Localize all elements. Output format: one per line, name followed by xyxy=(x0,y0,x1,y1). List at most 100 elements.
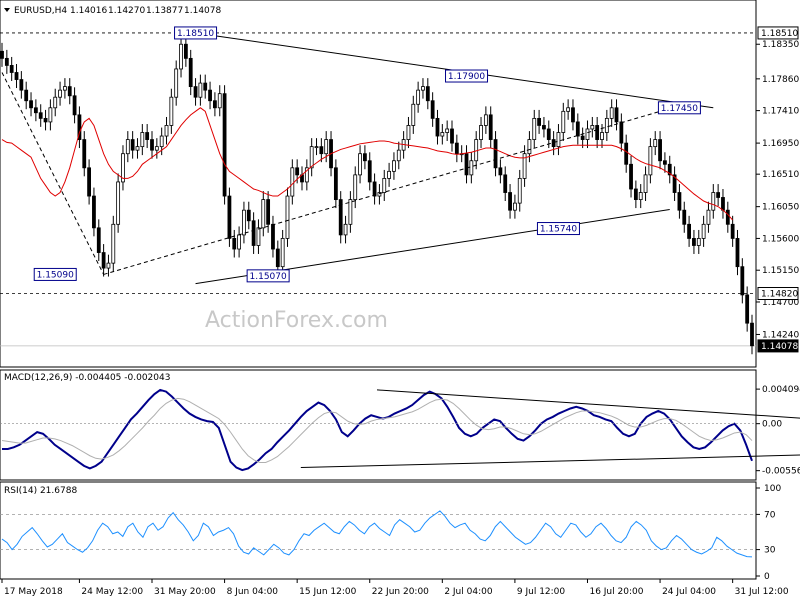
candle-body xyxy=(504,175,507,193)
candle-body xyxy=(547,129,550,140)
candle-body xyxy=(659,140,662,161)
candle-body xyxy=(431,101,434,119)
annotation-label: 1.17900 xyxy=(448,72,485,82)
price-tick-label: 1.17860 xyxy=(762,75,799,85)
annotation-label: 1.15090 xyxy=(37,270,74,280)
candle-body xyxy=(59,90,62,97)
macd-title: MACD(12,26,9) -0.004405 -0.002043 xyxy=(4,373,170,383)
candle-body xyxy=(238,235,241,249)
macd-tick-label: 0.00 xyxy=(762,420,782,430)
candle-body xyxy=(707,210,710,224)
candle-body xyxy=(697,238,700,245)
candle-body xyxy=(151,140,154,151)
rsi-tick-label: 100 xyxy=(764,484,781,494)
candle-body xyxy=(117,182,120,224)
rsi-tick-label: 70 xyxy=(764,510,776,520)
candle-body xyxy=(678,193,681,211)
candle-body xyxy=(228,196,231,238)
candle-body xyxy=(1,51,4,58)
price-tick-label: 1.16950 xyxy=(762,139,799,149)
annotation-label: 1.18510 xyxy=(177,29,214,39)
candle-body xyxy=(54,97,57,108)
candle-body xyxy=(44,118,47,122)
candle-body xyxy=(209,90,212,101)
candle-body xyxy=(131,140,134,151)
candle-body xyxy=(359,154,362,175)
candle-body xyxy=(509,193,512,211)
candle-body xyxy=(252,221,255,246)
rsi-title: RSI(14) 21.6788 xyxy=(4,486,77,496)
macd-tick-label: 0.004094 xyxy=(762,385,800,395)
price-tick-label: 1.18350 xyxy=(762,40,799,50)
candle-body xyxy=(141,133,144,147)
price-highlight-label: 1.18510 xyxy=(761,29,798,39)
candle-body xyxy=(68,87,71,96)
rsi-panel-frame xyxy=(0,482,756,579)
candle-body xyxy=(480,125,483,139)
watermark: ActionForex.com xyxy=(205,308,388,333)
candle-body xyxy=(286,196,289,238)
candle-body xyxy=(388,171,391,178)
candle-body xyxy=(213,101,216,108)
candle-body xyxy=(233,238,236,249)
candle-body xyxy=(513,203,516,210)
candle-body xyxy=(271,224,274,249)
candle-body xyxy=(630,164,633,189)
candle-body xyxy=(499,168,502,175)
candle-body xyxy=(180,44,183,69)
candle-body xyxy=(591,125,594,129)
candle-body xyxy=(494,140,497,168)
candle-body xyxy=(451,129,454,143)
candle-body xyxy=(601,133,604,140)
x-tick-label: 31 May 20:00 xyxy=(154,587,216,597)
candle-body xyxy=(315,147,318,148)
annotation-label: 1.17450 xyxy=(661,104,698,114)
x-tick-label: 9 Jul 12:00 xyxy=(517,587,566,597)
x-tick-label: 2 Jul 04:00 xyxy=(444,587,493,597)
candle-body xyxy=(596,125,599,139)
candle-body xyxy=(383,178,386,192)
candle-body xyxy=(620,122,623,143)
candle-body xyxy=(654,140,657,147)
candle-body xyxy=(363,154,366,161)
candle-body xyxy=(354,175,357,200)
candle-body xyxy=(542,125,545,129)
candle-body xyxy=(39,113,42,119)
candle-body xyxy=(97,228,100,253)
x-axis: 17 May 2018 24 May 12:00 31 May 20:00 8 Jun… xyxy=(2,579,800,597)
candle-body xyxy=(320,147,323,154)
candle-body xyxy=(726,210,729,224)
candle-body xyxy=(199,83,202,97)
candle-body xyxy=(567,108,570,112)
candle-body xyxy=(373,182,376,196)
annotation-label: 1.15070 xyxy=(250,272,287,282)
candle-body xyxy=(639,193,642,200)
candle-body xyxy=(281,238,284,266)
candle-body xyxy=(644,175,647,193)
rsi-tick-label: 0 xyxy=(764,572,770,582)
candle-body xyxy=(683,210,686,224)
candle-body xyxy=(436,118,439,136)
candle-body xyxy=(397,150,400,161)
candle-body xyxy=(184,44,187,58)
candle-body xyxy=(170,97,173,125)
candle-body xyxy=(581,136,584,140)
candle-body xyxy=(25,90,28,101)
candle-body xyxy=(552,140,555,147)
x-tick-label: 24 May 12:00 xyxy=(81,587,143,597)
candle-body xyxy=(344,224,347,235)
x-tick-label: 8 Jun 04:00 xyxy=(227,587,279,597)
symbol-title: EURUSD,H4 xyxy=(14,6,67,16)
candle-body xyxy=(751,323,754,346)
price-highlight-label: 1.14078 xyxy=(761,342,798,352)
candle-body xyxy=(446,129,449,133)
candle-body xyxy=(73,96,76,115)
candle-body xyxy=(717,193,720,198)
macd-panel-frame xyxy=(0,370,756,480)
candle-body xyxy=(746,295,749,323)
price-tick-label: 1.17410 xyxy=(762,107,799,117)
price-tick-label: 1.15150 xyxy=(762,266,799,276)
candle-body xyxy=(465,154,468,175)
candle-body xyxy=(721,197,724,210)
candle-body xyxy=(615,108,618,122)
